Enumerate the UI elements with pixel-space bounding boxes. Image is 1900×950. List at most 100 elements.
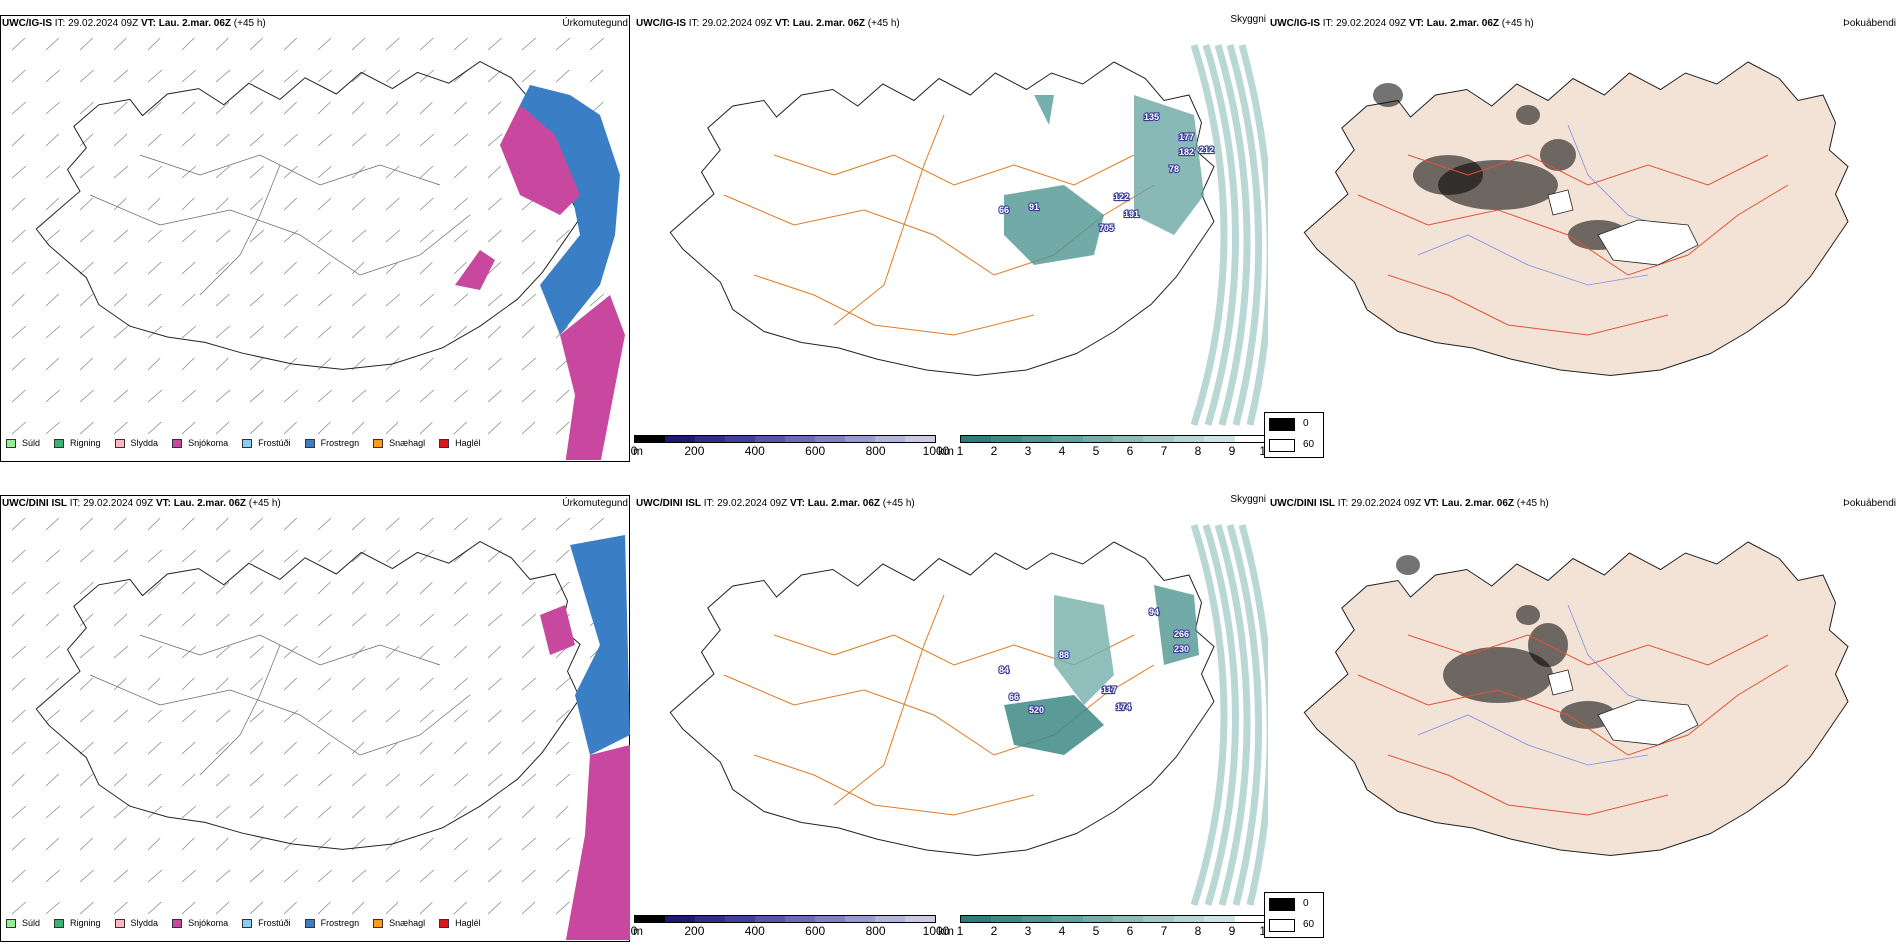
- cloud-base-labels: 135 177 182 212 78 122 191 705 91 66: [998, 111, 1215, 234]
- visibility-colorbar: 12345678910 km: [938, 435, 1273, 458]
- cloud-base-label: 88: [1059, 650, 1069, 660]
- legend-label: Frostregn: [320, 438, 360, 448]
- legend-label: Frostregn: [320, 918, 360, 928]
- legend-swatch: [439, 438, 450, 448]
- legend-swatch: [54, 438, 65, 448]
- colorbar-tick: 3: [1024, 444, 1032, 458]
- colorbar-segment: [665, 916, 695, 922]
- legend-label: Haglél: [455, 438, 481, 448]
- colorbar-segment: [1021, 916, 1053, 922]
- colorbar-segment: [845, 436, 875, 442]
- colorbar-tick: 8: [1194, 924, 1202, 938]
- cloud-base-label: 91: [1029, 202, 1039, 212]
- colorbar-tick: 6: [1126, 924, 1134, 938]
- row-2: UWC/DINI ISL IT: 29.02.2024 09Z VT: Lau.…: [0, 480, 1900, 950]
- run-header: UWC/DINI ISL IT: 29.02.2024 09Z VT: Lau.…: [636, 498, 915, 509]
- cloud-base-label: 177: [1179, 132, 1194, 142]
- colorbar-tick: 800: [865, 924, 886, 938]
- glaciers: [1547, 669, 1699, 746]
- colorbar-segment: [1052, 436, 1083, 442]
- run-header: UWC/DINI ISL IT: 29.02.2024 09Z VT: Lau.…: [1270, 498, 1549, 509]
- colorbar-segment: [695, 916, 725, 922]
- precip-legend-item: Frostregn: [304, 918, 360, 928]
- panel-title: Úrkomutegund: [562, 18, 628, 29]
- colorbar-segment: [905, 916, 935, 922]
- colorbar-segment: [725, 436, 755, 442]
- panel-frame: [0, 15, 630, 462]
- colorbar-segment: [875, 436, 905, 442]
- colorbar-tick: 6: [1126, 444, 1134, 458]
- legend-label: Haglél: [455, 918, 481, 928]
- fog-blobs: [1373, 83, 1628, 250]
- visibility-areas: [1004, 95, 1204, 265]
- colorbar-segment: [1234, 916, 1266, 922]
- roads: [1357, 634, 1789, 816]
- colorbar-segment: [991, 916, 1022, 922]
- cloud-base-label: 191: [1124, 209, 1139, 219]
- colorbar-segment: [1234, 436, 1266, 442]
- panel-title: Skyggni: [1230, 14, 1266, 25]
- iceland-outline: [35, 61, 581, 370]
- precip-map: [11, 517, 630, 940]
- colorbar-segment: [1173, 436, 1205, 442]
- legend-swatch: [114, 438, 125, 448]
- colorbar-segment: [1143, 436, 1174, 442]
- iceland-outline: [669, 541, 1215, 857]
- colorbar-tick: 2: [990, 924, 998, 938]
- colorbar-segment: [1021, 436, 1053, 442]
- fog-legend-swatch: [1269, 418, 1295, 431]
- iceland-fill: [1303, 61, 1849, 377]
- colorbar-tick: 5: [1092, 444, 1100, 458]
- glaciers: [1547, 189, 1699, 266]
- roads: [723, 594, 1155, 816]
- row-1: UWC/IG-IS IT: 29.02.2024 09Z VT: Lau. 2.…: [0, 0, 1900, 470]
- colorbar-tick: 7: [1160, 924, 1168, 938]
- colorbar-tick: 1000: [922, 444, 950, 458]
- cloud-base-label: 94: [1149, 607, 1159, 617]
- iceland-outline: [35, 541, 581, 850]
- cloud-base-label: 78: [1169, 164, 1179, 174]
- precip-legend-item: Frostúði: [242, 918, 291, 928]
- fog-map: [1303, 541, 1849, 857]
- legend-swatch: [439, 918, 450, 928]
- precip-legend-item: Súld: [6, 918, 40, 928]
- cloud-base-labels: 94 266 230 88 84 117 174 520 66: [998, 606, 1190, 716]
- legend-swatch: [54, 918, 65, 928]
- run-header: UWC/DINI ISL IT: 29.02.2024 09Z VT: Lau.…: [2, 498, 281, 509]
- fog-legend-1: 0 60: [1264, 412, 1324, 458]
- cloud-base-label: 266: [1174, 629, 1189, 639]
- fog-legend-2: 0 60: [1264, 892, 1324, 938]
- precip-legend-item: Súld: [6, 438, 40, 448]
- fog-legend-swatch: [1269, 919, 1295, 932]
- precip-areas: [540, 535, 630, 940]
- colorbar-tick: 7: [1160, 444, 1168, 458]
- height-colorbar: 0 200 400 600 800 1000 m: [631, 435, 949, 458]
- colorbar-segment: [1204, 916, 1235, 922]
- cloud-base-label: 84: [999, 665, 1009, 675]
- colorbar-tick: 1: [956, 924, 964, 938]
- colorbar-tick: 400: [744, 924, 765, 938]
- legend-label: Slydda: [130, 438, 159, 448]
- legend-label: Snjókoma: [188, 438, 229, 448]
- cloud-base-label: 230: [1174, 644, 1189, 654]
- colorbar-tick: 200: [684, 924, 705, 938]
- precip-legend-item: Snæhagl: [373, 918, 425, 928]
- legend-swatch: [172, 438, 183, 448]
- visibility-map: 94 266 230 88 84 117 174 520 66: [669, 523, 1268, 907]
- legend-swatch: [6, 438, 16, 448]
- colorbar-segment: [961, 436, 992, 442]
- colorbar-segment: [815, 436, 845, 442]
- precip-legend-item: Snæhagl: [373, 438, 425, 448]
- wind-barbs: [11, 37, 605, 435]
- fog-bands: [1190, 43, 1268, 427]
- cloud-base-label: 174: [1116, 702, 1131, 712]
- cloud-base-label: 212: [1199, 145, 1214, 155]
- legend-label: Slydda: [130, 918, 159, 928]
- colorbar-tick: 4: [1058, 924, 1066, 938]
- fog-panel-1: UWC/IG-IS IT: 29.02.2024 09Z VT: Lau. 2.…: [1268, 0, 1900, 470]
- colorbar-tick: 5: [1092, 924, 1100, 938]
- visibility-colorbar: 12345678910 km: [938, 915, 1273, 938]
- colorbar-segment: [1113, 916, 1144, 922]
- precip-legend-item: Rigning: [54, 918, 101, 928]
- legend-label: Rigning: [70, 438, 101, 448]
